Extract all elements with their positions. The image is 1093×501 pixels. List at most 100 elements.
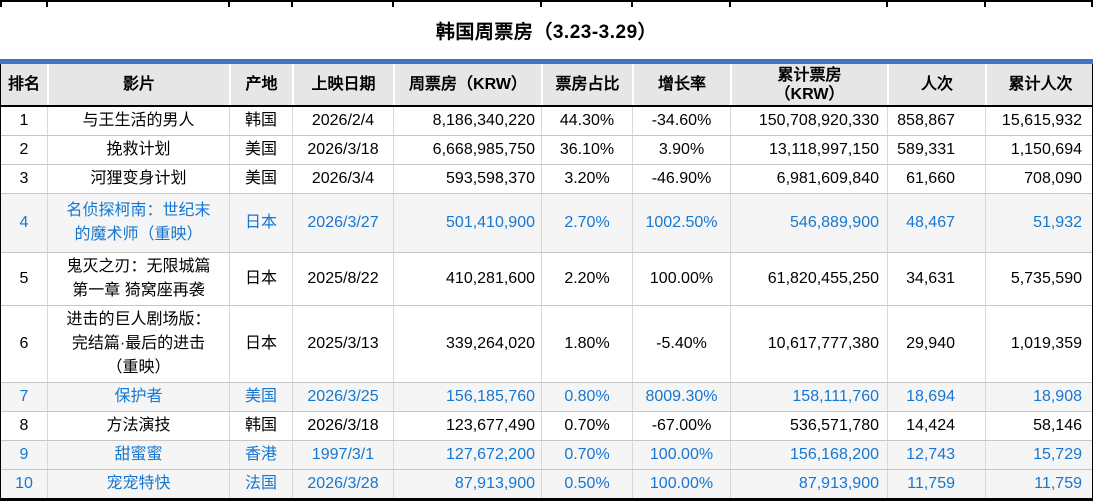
cell-weekly-gross[interactable]: 339,264,020 (393, 306, 541, 382)
cell-share[interactable]: 2.70% (541, 194, 632, 252)
cell-cumulative-admissions[interactable]: 1,150,694 (985, 136, 1093, 164)
cell-cumulative-admissions[interactable]: 18,908 (985, 383, 1093, 411)
cell-cumulative-gross[interactable]: 87,913,900 (730, 470, 887, 498)
cell-cumulative-gross[interactable]: 156,168,200 (730, 441, 887, 469)
cell-admissions[interactable]: 858,867 (887, 107, 985, 135)
cell-admissions[interactable]: 34,631 (887, 253, 985, 305)
cell-growth[interactable]: 100.00% (632, 253, 730, 305)
cell-growth[interactable]: 100.00% (632, 470, 730, 498)
cell-cumulative-admissions[interactable]: 15,729 (985, 441, 1093, 469)
cell-release-date[interactable]: 2026/3/4 (292, 165, 393, 193)
cell-admissions[interactable]: 589,331 (887, 136, 985, 164)
cell-growth[interactable]: 8009.30% (632, 383, 730, 411)
cell-release-date[interactable]: 2026/3/18 (292, 136, 393, 164)
cell-cumulative-gross[interactable]: 61,820,455,250 (730, 253, 887, 305)
cell-cumulative-admissions[interactable]: 5,735,590 (985, 253, 1093, 305)
cell-rank[interactable]: 4 (19, 214, 29, 231)
cell-release-date[interactable]: 2026/3/28 (292, 470, 393, 498)
cell-admissions[interactable]: 18,694 (887, 383, 985, 411)
cell-origin[interactable]: 美国 (229, 383, 292, 411)
cell-rank[interactable]: 7 (19, 388, 29, 405)
cell-origin[interactable]: 日本 (229, 253, 292, 305)
col-header-share[interactable]: 票房占比 (541, 64, 632, 105)
cell-admissions[interactable]: 48,467 (887, 194, 985, 252)
cell-cumulative-gross[interactable]: 536,571,780 (730, 412, 887, 440)
cell-weekly-gross[interactable]: 410,281,600 (393, 253, 541, 305)
cell-weekly-gross[interactable]: 87,913,900 (393, 470, 541, 498)
cell-film[interactable]: 河狸变身计划 (47, 165, 229, 193)
cell-origin[interactable]: 日本 (229, 306, 292, 382)
cell-weekly-gross[interactable]: 156,185,760 (393, 383, 541, 411)
col-header-release-date[interactable]: 上映日期 (292, 64, 393, 105)
cell-film[interactable]: 名侦探柯南：世纪末 的魔术师（重映） (47, 194, 229, 252)
cell-share[interactable]: 0.80% (541, 383, 632, 411)
cell-origin[interactable]: 韩国 (229, 107, 292, 135)
cell-growth[interactable]: -34.60% (632, 107, 730, 135)
cell-release-date[interactable]: 2025/3/13 (292, 306, 393, 382)
cell-growth[interactable]: -46.90% (632, 165, 730, 193)
cell-rank[interactable]: 1 (19, 112, 29, 129)
cell-release-date[interactable]: 1997/3/1 (292, 441, 393, 469)
cell-cumulative-gross[interactable]: 6,981,609,840 (730, 165, 887, 193)
col-header-cumulative-admissions[interactable]: 累计人次 (985, 64, 1093, 105)
col-header-admissions[interactable]: 人次 (887, 64, 985, 105)
cell-share[interactable]: 36.10% (541, 136, 632, 164)
cell-cumulative-admissions[interactable]: 15,615,932 (985, 107, 1093, 135)
col-header-cumulative-gross[interactable]: 累计票房 （KRW） (730, 64, 887, 105)
cell-weekly-gross[interactable]: 501,410,900 (393, 194, 541, 252)
cell-cumulative-admissions[interactable]: 708,090 (985, 165, 1093, 193)
cell-origin[interactable]: 日本 (229, 194, 292, 252)
cell-cumulative-gross[interactable]: 546,889,900 (730, 194, 887, 252)
cell-rank[interactable]: 10 (15, 475, 33, 492)
cell-cumulative-gross[interactable]: 10,617,777,380 (730, 306, 887, 382)
cell-rank[interactable]: 6 (19, 335, 29, 352)
cell-share[interactable]: 44.30% (541, 107, 632, 135)
cell-rank[interactable]: 9 (19, 446, 29, 463)
col-header-rank[interactable]: 排名 (7, 76, 40, 93)
cell-film[interactable]: 与王生活的男人 (47, 107, 229, 135)
cell-film[interactable]: 方法演技 (47, 412, 229, 440)
cell-weekly-gross[interactable]: 593,598,370 (393, 165, 541, 193)
cell-cumulative-gross[interactable]: 13,118,997,150 (730, 136, 887, 164)
cell-origin[interactable]: 美国 (229, 136, 292, 164)
col-header-weekly-gross[interactable]: 周票房（KRW） (393, 64, 541, 105)
cell-share[interactable]: 1.80% (541, 306, 632, 382)
cell-admissions[interactable]: 11,759 (887, 470, 985, 498)
cell-admissions[interactable]: 14,424 (887, 412, 985, 440)
col-header-growth[interactable]: 增长率 (632, 64, 730, 105)
cell-admissions[interactable]: 61,660 (887, 165, 985, 193)
cell-cumulative-admissions[interactable]: 51,932 (985, 194, 1093, 252)
cell-growth[interactable]: 100.00% (632, 441, 730, 469)
cell-growth[interactable]: 3.90% (632, 136, 730, 164)
cell-share[interactable]: 3.20% (541, 165, 632, 193)
cell-origin[interactable]: 香港 (229, 441, 292, 469)
cell-admissions[interactable]: 29,940 (887, 306, 985, 382)
cell-origin[interactable]: 法国 (229, 470, 292, 498)
cell-cumulative-gross[interactable]: 150,708,920,330 (730, 107, 887, 135)
cell-origin[interactable]: 美国 (229, 165, 292, 193)
cell-growth[interactable]: -5.40% (632, 306, 730, 382)
col-header-film[interactable]: 影片 (47, 64, 229, 105)
cell-weekly-gross[interactable]: 6,668,985,750 (393, 136, 541, 164)
cell-share[interactable]: 0.70% (541, 441, 632, 469)
cell-release-date[interactable]: 2026/2/4 (292, 107, 393, 135)
cell-cumulative-admissions[interactable]: 1,019,359 (985, 306, 1093, 382)
cell-release-date[interactable]: 2025/8/22 (292, 253, 393, 305)
cell-growth[interactable]: 1002.50% (632, 194, 730, 252)
cell-weekly-gross[interactable]: 123,677,490 (393, 412, 541, 440)
cell-film[interactable]: 宠宠特快 (47, 470, 229, 498)
cell-share[interactable]: 0.70% (541, 412, 632, 440)
cell-admissions[interactable]: 12,743 (887, 441, 985, 469)
cell-release-date[interactable]: 2026/3/25 (292, 383, 393, 411)
cell-rank[interactable]: 3 (19, 170, 29, 187)
cell-release-date[interactable]: 2026/3/27 (292, 194, 393, 252)
col-header-origin[interactable]: 产地 (229, 64, 292, 105)
cell-share[interactable]: 2.20% (541, 253, 632, 305)
cell-cumulative-admissions[interactable]: 58,146 (985, 412, 1093, 440)
cell-rank[interactable]: 8 (19, 417, 29, 434)
cell-release-date[interactable]: 2026/3/18 (292, 412, 393, 440)
cell-weekly-gross[interactable]: 8,186,340,220 (393, 107, 541, 135)
cell-film[interactable]: 甜蜜蜜 (47, 441, 229, 469)
cell-film[interactable]: 鬼灭之刃：无限城篇 第一章 猗窝座再袭 (47, 253, 229, 305)
cell-cumulative-admissions[interactable]: 11,759 (985, 470, 1093, 498)
